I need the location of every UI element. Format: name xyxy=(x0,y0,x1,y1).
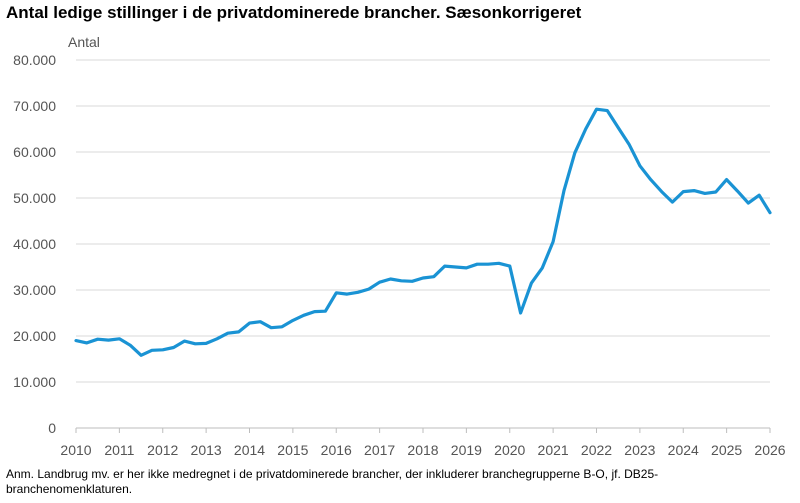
x-axis-ticks: 2010 2011 2012 2013 2014 2015 2016 2017 2018 2019… xyxy=(60,428,786,458)
chart-title: Antal ledige stillinger i de privatdomin… xyxy=(6,3,582,22)
x-tick-label: 2023 xyxy=(624,442,655,458)
x-tick-label: 2012 xyxy=(147,442,178,458)
x-tick-label: 2016 xyxy=(321,442,352,458)
x-tick-label: 2011 xyxy=(104,442,134,458)
x-tick-label: 2026 xyxy=(754,442,785,458)
y-axis-label: Antal xyxy=(68,34,100,50)
x-tick-label: 2018 xyxy=(407,442,438,458)
x-tick-label: 2020 xyxy=(494,442,525,458)
y-tick-label: 50.000 xyxy=(13,190,56,206)
y-tick-label: 80.000 xyxy=(13,52,56,68)
x-tick-label: 2019 xyxy=(451,442,482,458)
y-tick-label: 30.000 xyxy=(13,282,56,298)
x-tick-label: 2013 xyxy=(191,442,222,458)
y-tick-label: 0 xyxy=(48,420,56,436)
x-tick-label: 2017 xyxy=(364,442,395,458)
gridlines xyxy=(76,59,770,429)
x-tick-label: 2010 xyxy=(60,442,91,458)
series-group xyxy=(74,107,772,357)
x-tick-label: 2024 xyxy=(668,442,699,458)
x-tick-label: 2015 xyxy=(277,442,308,458)
y-tick-label: 40.000 xyxy=(13,236,56,252)
y-tick-label: 10.000 xyxy=(13,374,56,390)
x-tick-label: 2022 xyxy=(581,442,612,458)
x-tick-label: 2025 xyxy=(711,442,742,458)
line-chart: Antal 0 10.000 20.000 30.000 40.000 50.000 60.… xyxy=(13,34,786,458)
series-line xyxy=(74,107,772,357)
footnote: Anm. Landbrug mv. er her ikke medregnet … xyxy=(6,467,659,496)
y-axis-ticks: 0 10.000 20.000 30.000 40.000 50.000 60.000 70.… xyxy=(13,52,56,436)
y-tick-label: 20.000 xyxy=(13,328,56,344)
y-tick-label: 70.000 xyxy=(13,98,56,114)
x-tick-label: 2021 xyxy=(538,442,569,458)
x-tick-label: 2014 xyxy=(234,442,265,458)
y-tick-label: 60.000 xyxy=(13,144,56,160)
